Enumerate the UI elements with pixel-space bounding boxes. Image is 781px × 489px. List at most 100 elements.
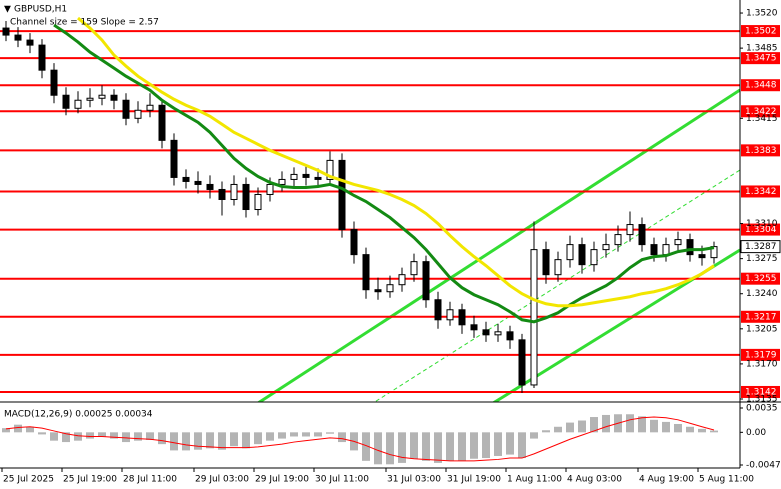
x-tick-label: 30 Jul 11:00 bbox=[315, 475, 369, 485]
candle-body bbox=[590, 249, 598, 266]
level-label-box bbox=[741, 310, 780, 323]
macd-bar bbox=[98, 432, 106, 437]
level-label-box bbox=[741, 25, 780, 38]
candle-body bbox=[530, 249, 538, 386]
macd-bar bbox=[482, 432, 490, 459]
candle-body bbox=[614, 234, 622, 246]
macd-bar bbox=[314, 432, 322, 437]
macd-bar bbox=[590, 417, 598, 433]
macd-bar bbox=[602, 414, 610, 433]
macd-bar bbox=[146, 432, 154, 440]
candle-body bbox=[470, 324, 478, 331]
candle-body bbox=[710, 246, 718, 259]
candle-body bbox=[86, 97, 94, 101]
level-label: 1.3383 bbox=[745, 146, 777, 156]
candle-body bbox=[362, 254, 370, 291]
candle-body bbox=[326, 159, 334, 180]
macd-bar bbox=[662, 421, 670, 433]
level-label-box bbox=[741, 348, 780, 361]
macd-y-tick-label: -0.0047 bbox=[746, 461, 781, 471]
level-label-box bbox=[741, 185, 780, 198]
macd-bar bbox=[74, 432, 82, 441]
macd-bar bbox=[206, 432, 214, 449]
macd-bar bbox=[50, 432, 58, 441]
macd-bar bbox=[698, 428, 706, 433]
candle-body bbox=[158, 104, 166, 141]
chart-subtitle: Channel size = 159 Slope = 2.57 bbox=[10, 18, 159, 28]
y-tick-label: 1.3415 bbox=[746, 114, 778, 124]
macd-bar bbox=[338, 432, 346, 443]
y-tick-label: 1.3170 bbox=[746, 359, 778, 369]
macd-bar bbox=[626, 414, 634, 433]
candle-body bbox=[122, 99, 130, 119]
macd-bar bbox=[386, 432, 394, 465]
candle-body bbox=[278, 178, 286, 185]
x-tick-label: 1 Aug 11:00 bbox=[507, 475, 562, 485]
candle-body bbox=[554, 259, 562, 276]
macd-bar bbox=[170, 432, 178, 451]
level-label-box bbox=[741, 385, 780, 398]
candle-body bbox=[206, 183, 214, 190]
macd-bar bbox=[458, 432, 466, 461]
level-label: 1.3342 bbox=[745, 187, 777, 197]
macd-bar bbox=[470, 432, 478, 459]
candle-body bbox=[14, 34, 22, 41]
x-tick-label: 31 Jul 19:00 bbox=[447, 475, 501, 485]
macd-bar bbox=[110, 432, 118, 439]
candle-body bbox=[686, 239, 694, 256]
macd-bar bbox=[218, 432, 226, 450]
candle-body bbox=[314, 176, 322, 180]
macd-bar bbox=[446, 432, 454, 461]
candle-body bbox=[482, 329, 490, 336]
candle-body bbox=[134, 109, 142, 119]
candle-body bbox=[434, 299, 442, 321]
candle-body bbox=[446, 309, 454, 321]
macd-bar bbox=[422, 432, 430, 461]
x-tick-label: 31 Jul 03:00 bbox=[387, 475, 441, 485]
level-label: 1.3448 bbox=[745, 81, 777, 91]
candle-body bbox=[422, 261, 430, 301]
level-label-box bbox=[741, 272, 780, 285]
macd-bar bbox=[62, 432, 70, 443]
macd-signal bbox=[5, 416, 715, 462]
level-label: 1.3255 bbox=[745, 274, 777, 284]
macd-bar bbox=[650, 419, 658, 433]
macd-bar bbox=[2, 428, 10, 433]
candle-body bbox=[650, 244, 658, 256]
candle-body bbox=[698, 254, 706, 259]
macd-bar bbox=[134, 432, 142, 441]
chart-title: GBPUSD,H1 bbox=[14, 5, 67, 15]
candle-body bbox=[38, 44, 46, 71]
overlay: 1.3287 bbox=[740, 240, 781, 254]
macd-bar bbox=[554, 426, 562, 433]
macd-bar bbox=[290, 432, 298, 437]
macd-bar bbox=[326, 432, 334, 434]
candle-body bbox=[194, 180, 202, 185]
macd-bar bbox=[542, 430, 550, 433]
macd-bar bbox=[266, 432, 274, 441]
level-label: 1.3475 bbox=[745, 54, 777, 64]
macd-bar bbox=[14, 424, 22, 433]
level-label-box bbox=[741, 144, 780, 157]
candle-body bbox=[458, 309, 466, 326]
macd-bar bbox=[182, 432, 190, 451]
level-label: 1.3217 bbox=[745, 312, 777, 322]
menu-arrow: ▼ bbox=[4, 5, 11, 15]
candle-body bbox=[110, 94, 118, 101]
macd-bar bbox=[674, 423, 682, 433]
macd-label: MACD(12,26,9) 0.00025 0.00034 bbox=[4, 410, 153, 420]
candle-body bbox=[62, 94, 70, 109]
macd-bar bbox=[578, 420, 586, 433]
levels: 1.3502 1.3475 1.3448 1.3422 1.3383 1.3342 1.33… bbox=[0, 25, 780, 398]
candle-body bbox=[374, 289, 382, 293]
level-label-box bbox=[741, 223, 780, 236]
moving-average bbox=[53, 23, 715, 324]
x-tick-label: 25 Jul 2025 bbox=[3, 475, 54, 485]
candle-body bbox=[518, 339, 526, 386]
candle-body bbox=[494, 331, 502, 336]
macd-bar bbox=[398, 432, 406, 463]
macd-bar bbox=[278, 432, 286, 439]
candle-body bbox=[410, 261, 418, 276]
level-label: 1.3502 bbox=[745, 27, 777, 37]
y-tick-label: 1.3310 bbox=[746, 219, 778, 229]
